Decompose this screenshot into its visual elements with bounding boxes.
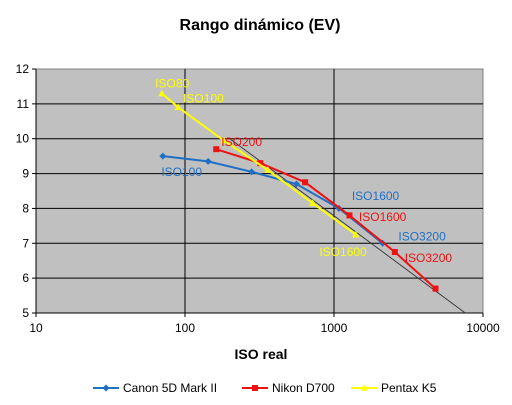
point-annotation: ISO100 bbox=[183, 92, 224, 106]
data-point bbox=[391, 249, 398, 255]
legend-entry: Canon 5D Mark II bbox=[93, 381, 217, 395]
data-point bbox=[292, 180, 300, 188]
x-tick-label: 10 bbox=[29, 321, 43, 335]
x-axis-label: ISO real bbox=[235, 346, 288, 362]
legend-label: Canon 5D Mark II bbox=[123, 381, 217, 395]
legend-entry: Nikon D700 bbox=[242, 381, 335, 395]
y-tick-label: 11 bbox=[17, 97, 30, 111]
y-tick-label: 8 bbox=[22, 201, 29, 215]
legend-label: Pentax K5 bbox=[381, 381, 437, 395]
data-point bbox=[204, 157, 212, 165]
data-point bbox=[309, 199, 317, 206]
point-annotation: ISO1600 bbox=[319, 245, 367, 259]
x-tick-label: 1000 bbox=[321, 321, 348, 335]
y-tick-label: 5 bbox=[22, 306, 29, 320]
y-tick-label: 9 bbox=[22, 167, 29, 181]
x-tick-label: 100 bbox=[175, 321, 195, 335]
data-point bbox=[248, 168, 256, 176]
data-point bbox=[174, 103, 182, 111]
point-annotation: ISO80 bbox=[155, 77, 189, 91]
point-annotation: ISO200 bbox=[221, 135, 262, 149]
y-tick-label: 12 bbox=[16, 62, 30, 76]
data-point bbox=[158, 89, 166, 97]
series-3 bbox=[158, 89, 360, 238]
data-point bbox=[220, 136, 228, 144]
data-point bbox=[360, 384, 368, 391]
data-point bbox=[257, 160, 264, 167]
data-point bbox=[213, 146, 220, 153]
data-point bbox=[159, 152, 167, 160]
data-point bbox=[346, 212, 353, 219]
series-line bbox=[161, 92, 357, 236]
point-annotation: ISO100 bbox=[161, 165, 202, 179]
x-tick-label: 10000 bbox=[466, 321, 500, 335]
legend-label: Nikon D700 bbox=[272, 381, 335, 395]
data-point bbox=[352, 230, 360, 238]
data-point bbox=[252, 385, 258, 391]
data-point bbox=[302, 179, 309, 186]
legend-entry: Pentax K5 bbox=[351, 381, 437, 395]
y-tick-label: 6 bbox=[22, 271, 29, 285]
legend: Canon 5D Mark II Nikon D700 Pentax K5 bbox=[93, 381, 437, 395]
y-tick-label: 10 bbox=[16, 132, 30, 146]
data-point bbox=[264, 166, 272, 173]
point-annotation: ISO3200 bbox=[398, 229, 446, 243]
point-annotation: ISO3200 bbox=[405, 251, 453, 265]
data-point bbox=[432, 285, 439, 292]
y-tick-label: 7 bbox=[22, 236, 29, 250]
chart-title: Rango dinámico (EV) bbox=[180, 17, 341, 34]
data-point bbox=[102, 384, 110, 392]
point-annotation: ISO1600 bbox=[359, 210, 407, 224]
plot-background bbox=[35, 68, 484, 314]
point-annotation: ISO1600 bbox=[352, 189, 400, 203]
